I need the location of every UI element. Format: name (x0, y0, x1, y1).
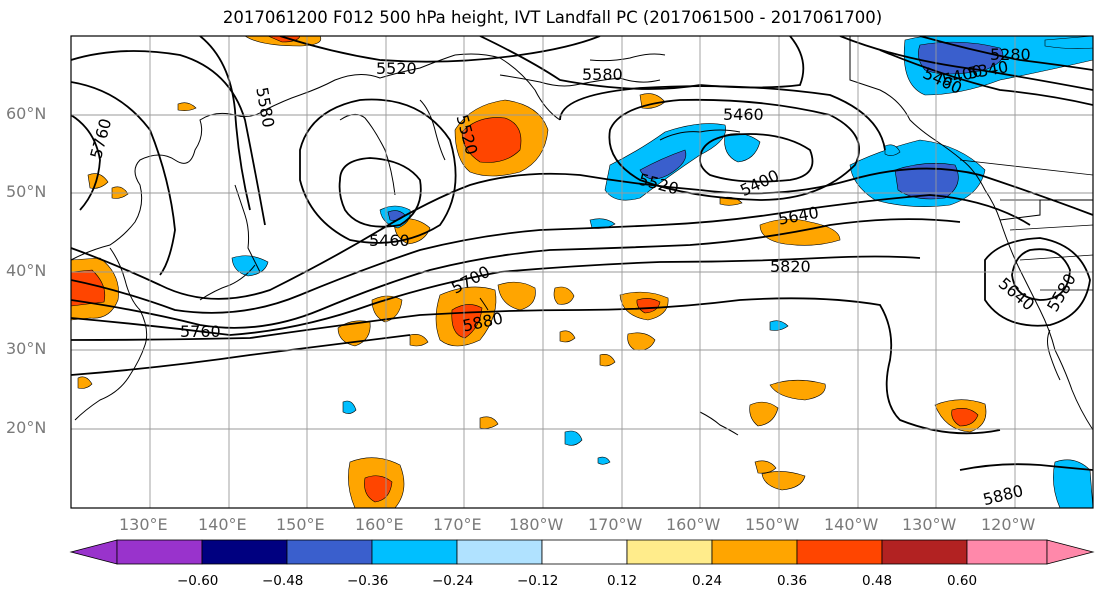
colorbar-tick-label: −0.36 (347, 573, 389, 589)
colorbar-tick-label: 0.24 (692, 573, 723, 589)
colorbar-segment (881, 539, 968, 565)
colorbar-tick-label: −0.24 (432, 573, 474, 589)
ivt-positive-shading (71, 36, 987, 508)
contour-label: 5460 (369, 231, 410, 250)
longitude-label: 180°W (509, 515, 564, 534)
contour-label: 5820 (770, 257, 811, 276)
colorbar-segment (371, 539, 458, 565)
colorbar-segment (711, 539, 798, 565)
longitude-label: 140°W (824, 515, 879, 534)
longitude-label: 170°E (433, 515, 482, 534)
longitude-label: 130°W (902, 515, 957, 534)
colorbar-tick-label: −0.12 (517, 573, 559, 589)
colorbar-segment (116, 539, 203, 565)
colorbar-tick-label: −0.48 (262, 573, 304, 589)
map-plot-area: 5520 5580 5580 5760 5520 5460 5460 5400 … (71, 36, 1093, 508)
colorbar (69, 539, 1095, 565)
colorbar-segment (456, 539, 543, 565)
contour-label: 5460 (723, 105, 764, 124)
map-frame (70, 35, 1094, 509)
colorbar-segment (796, 539, 883, 565)
longitude-label: 170°W (588, 515, 643, 534)
colorbar-tick-label: 0.36 (777, 573, 808, 589)
colorbar-tick-label: 0.48 (862, 573, 893, 589)
longitude-label: 150°E (276, 515, 325, 534)
latitude-label: 40°N (6, 261, 47, 280)
ivt-negative-shading (231, 36, 1093, 508)
latitude-label: 50°N (6, 182, 47, 201)
contour-label: 5280 (990, 45, 1031, 64)
longitude-label: 160°W (666, 515, 721, 534)
longitude-label: 150°W (745, 515, 800, 534)
country-borders (849, 36, 1093, 291)
height-contours (71, 36, 1093, 471)
colorbar-extend-left (69, 539, 118, 565)
contour-label: 5580 (582, 65, 623, 84)
map-title: 2017061200 F012 500 hPa height, IVT Land… (222, 8, 883, 27)
colorbar-segment (201, 539, 288, 565)
colorbar-segment (626, 539, 713, 565)
longitude-label: 140°E (198, 515, 247, 534)
contour-label: 5520 (376, 59, 417, 78)
colorbar-tick-label: 0.60 (947, 573, 978, 589)
longitude-label: 120°W (981, 515, 1036, 534)
contour-label: 5760 (180, 322, 221, 341)
colorbar-segment (966, 539, 1048, 565)
colorbar-segment (541, 539, 628, 565)
latitude-label: 30°N (6, 339, 47, 358)
coastlines (71, 36, 1093, 436)
colorbar-segment (286, 539, 373, 565)
colorbar-extend-right (1046, 539, 1095, 565)
colorbar-tick-label: 0.12 (607, 573, 638, 589)
longitude-label: 160°E (355, 515, 404, 534)
graticule (71, 36, 1093, 508)
colorbar-tick-label: −0.60 (177, 573, 219, 589)
longitude-label: 130°E (119, 515, 168, 534)
latitude-label: 60°N (6, 104, 47, 123)
latitude-label: 20°N (6, 418, 47, 437)
